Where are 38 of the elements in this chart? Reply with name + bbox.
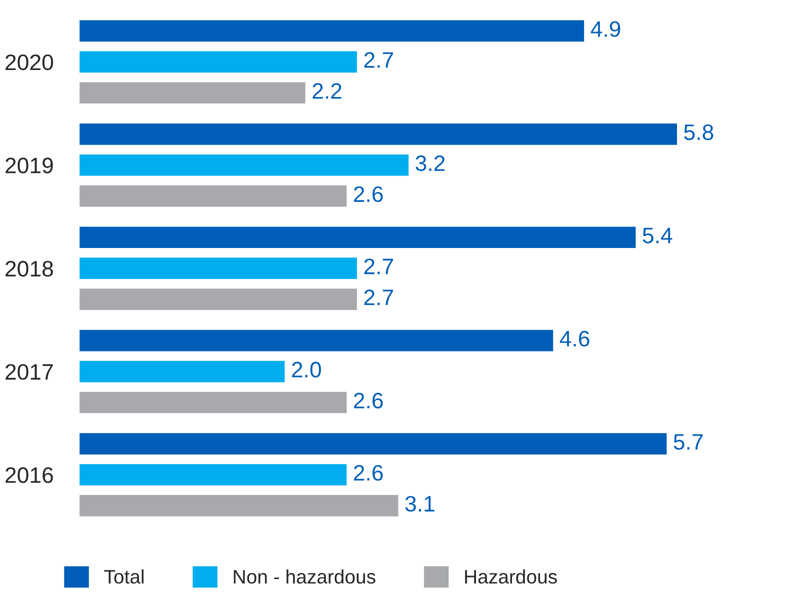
bar xyxy=(78,50,358,74)
bar xyxy=(78,18,586,44)
legend-label: Total xyxy=(104,569,144,584)
data-label: 3.2 xyxy=(416,155,445,172)
bar xyxy=(78,287,358,312)
bar xyxy=(78,494,400,518)
bar xyxy=(78,153,410,178)
bar xyxy=(78,256,358,280)
data-label: 5.8 xyxy=(684,124,714,140)
bar xyxy=(78,184,348,208)
y-tick-label: 2016 xyxy=(6,467,53,484)
bar xyxy=(78,432,668,456)
data-label: 2.6 xyxy=(354,464,383,481)
bar xyxy=(78,225,638,250)
data-label: 2.0 xyxy=(292,362,321,378)
data-label: 5.7 xyxy=(674,434,703,450)
data-label: 3.1 xyxy=(405,496,434,512)
data-label: 2.7 xyxy=(364,52,393,68)
bar xyxy=(78,80,307,105)
y-tick-label: 2019 xyxy=(6,158,53,174)
bar xyxy=(78,122,678,146)
data-label: 4.9 xyxy=(590,21,620,37)
data-label: 2.7 xyxy=(364,258,393,274)
data-label: 2.7 xyxy=(364,290,393,306)
bar xyxy=(78,359,286,384)
data-label: 2.6 xyxy=(354,186,383,202)
data-label: 4.6 xyxy=(560,330,590,347)
y-tick-label: 2018 xyxy=(6,260,53,277)
data-label: 2.2 xyxy=(312,83,342,99)
data-label: 2.6 xyxy=(354,392,383,408)
bar xyxy=(78,462,348,487)
legend-label: Non - hazardous xyxy=(234,569,376,584)
legend-label: Hazardous xyxy=(465,569,557,584)
bar xyxy=(78,328,554,353)
bar xyxy=(78,390,348,415)
y-tick-label: 2020 xyxy=(6,54,54,70)
y-tick-label: 2017 xyxy=(6,364,53,380)
data-label: 5.4 xyxy=(642,228,672,244)
